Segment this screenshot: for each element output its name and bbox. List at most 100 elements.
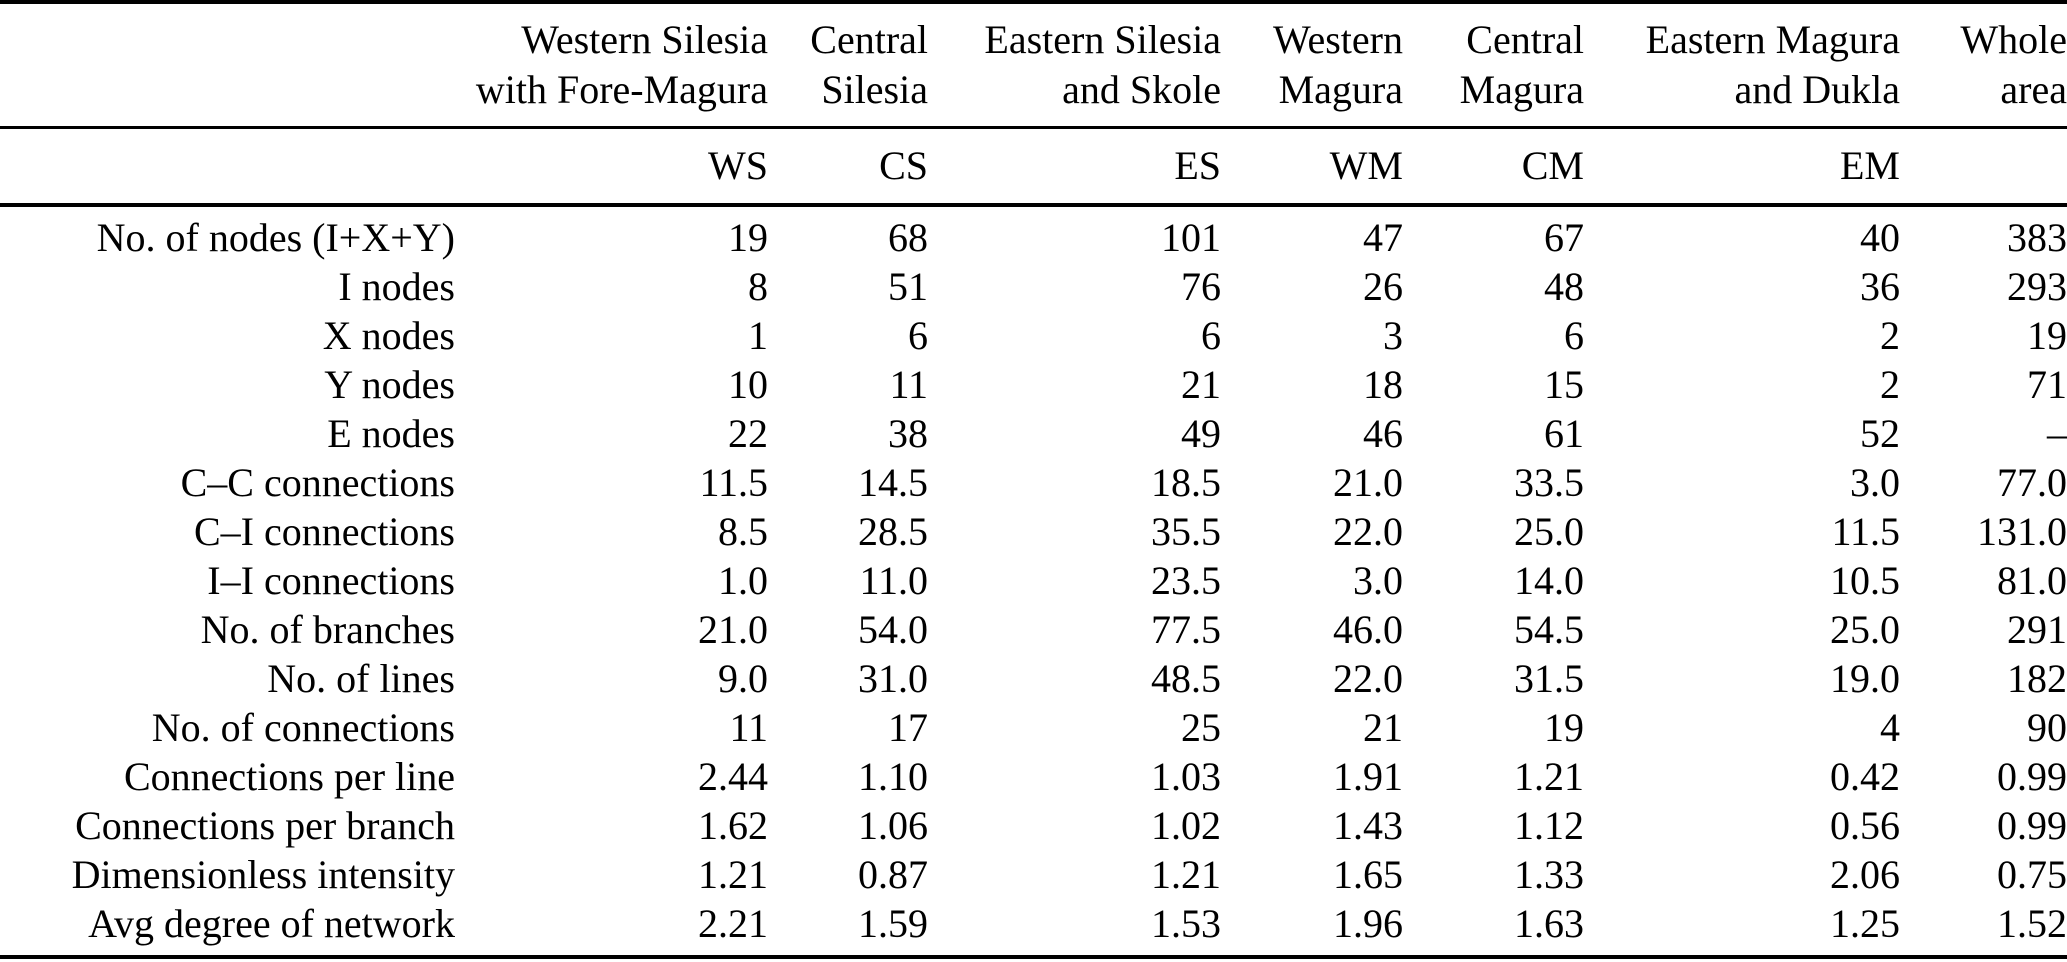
cell-value: 48: [1544, 264, 1584, 309]
row-label: No. of nodes (I+X+Y): [96, 215, 455, 260]
cell-value: 0.87: [858, 852, 928, 897]
table-header: Western Silesia with Fore-Magura Central…: [0, 2, 2067, 207]
cell-value: 1.65: [1333, 852, 1403, 897]
cell-value: 1.10: [858, 754, 928, 799]
cell-value: 14.0: [1514, 558, 1584, 603]
cell-value: 33.5: [1514, 460, 1584, 505]
column-header: Eastern Silesia and Skole: [928, 2, 1221, 129]
cell-value: 3.0: [1353, 558, 1403, 603]
cell-value: 10: [728, 362, 768, 407]
cell-value: 1.91: [1333, 754, 1403, 799]
cell-value: 19.0: [1830, 656, 1900, 701]
cell-value: 4: [1880, 705, 1900, 750]
table-row: Dimensionless intensity 1.21 0.87 1.21 1.65 1…: [0, 850, 2067, 899]
column-header: Western Magura: [1221, 2, 1403, 129]
cell-value: 101: [1161, 215, 1221, 260]
cell-value: 54.5: [1514, 607, 1584, 652]
table-row: Avg degree of network 2.21 1.59 1.53 1.96 1.6…: [0, 899, 2067, 957]
cell-value: 52: [1860, 411, 1900, 456]
row-label: Connections per branch: [75, 803, 455, 848]
table-row: E nodes 22 38 49 46 61 52 –: [0, 409, 2067, 458]
column-abbr: WM: [1221, 127, 1403, 207]
cell-value: 1.0: [718, 558, 768, 603]
column-header: Whole area: [1900, 2, 2067, 129]
cell-value: 11.5: [699, 460, 768, 505]
row-label: No. of connections: [151, 705, 455, 750]
cell-value: 21: [1181, 362, 1221, 407]
cell-value: 1.33: [1514, 852, 1584, 897]
table-row: Connections per line 2.44 1.10 1.03 1.91 1.21…: [0, 752, 2067, 801]
cell-value: 18: [1363, 362, 1403, 407]
table-row: No. of lines 9.0 31.0 48.5 22.0 31.5 19.0 182: [0, 654, 2067, 703]
cell-value: 8.5: [718, 509, 768, 554]
abbreviation-header-row: WS CS ES WM CM EM: [0, 127, 2067, 207]
cell-value: 6: [1201, 313, 1221, 358]
cell-value: 1.21: [698, 852, 768, 897]
row-label: I nodes: [338, 264, 455, 309]
cell-value: 35.5: [1151, 509, 1221, 554]
table-row: Y nodes 10 11 21 18 15 2 71: [0, 360, 2067, 409]
cell-value: 1.52: [1997, 901, 2067, 946]
cell-value: 2.44: [698, 754, 768, 799]
cell-value: 19: [2027, 313, 2067, 358]
row-label: C–C connections: [180, 460, 455, 505]
cell-value: 2.21: [698, 901, 768, 946]
corner-cell: [0, 127, 455, 207]
cell-value: 46.0: [1333, 607, 1403, 652]
table-row: I nodes 8 51 76 26 48 36 293: [0, 262, 2067, 311]
cell-value: 21.0: [698, 607, 768, 652]
cell-value: 11: [729, 705, 768, 750]
cell-value: 1.59: [858, 901, 928, 946]
cell-value: 15: [1544, 362, 1584, 407]
column-header: Eastern Magura and Dukla: [1584, 2, 1900, 129]
table-row: C–I connections 8.5 28.5 35.5 22.0 25.0 11.5 13…: [0, 507, 2067, 556]
cell-value: 11.0: [859, 558, 928, 603]
cell-value: 131.0: [1977, 509, 2067, 554]
cell-value: 61: [1544, 411, 1584, 456]
cell-value: 2.06: [1830, 852, 1900, 897]
column-abbr: EM: [1584, 127, 1900, 207]
region-header-row: Western Silesia with Fore-Magura Central…: [0, 2, 2067, 129]
row-label: I–I connections: [207, 558, 455, 603]
cell-value: 1.96: [1333, 901, 1403, 946]
cell-value: 1.53: [1151, 901, 1221, 946]
cell-value: 3.0: [1850, 460, 1900, 505]
row-label: X nodes: [322, 313, 455, 358]
cell-value: 9.0: [718, 656, 768, 701]
cell-value: 2: [1880, 362, 1900, 407]
cell-value: 26: [1363, 264, 1403, 309]
cell-value: 22: [728, 411, 768, 456]
cell-value: 23.5: [1151, 558, 1221, 603]
cell-value: 291: [2007, 607, 2067, 652]
cell-value: 1.21: [1514, 754, 1584, 799]
row-label: C–I connections: [193, 509, 455, 554]
row-label: E nodes: [327, 411, 455, 456]
row-label: No. of branches: [200, 607, 455, 652]
cell-value: 77.0: [1997, 460, 2067, 505]
cell-value: 19: [728, 215, 768, 260]
cell-value: 22.0: [1333, 656, 1403, 701]
cell-value: 19: [1544, 705, 1584, 750]
table-row: No. of connections 11 17 25 21 19 4 90: [0, 703, 2067, 752]
table-row: C–C connections 11.5 14.5 18.5 21.0 33.5 3.0 77…: [0, 458, 2067, 507]
cell-value: 1.25: [1830, 901, 1900, 946]
cell-value: 46: [1363, 411, 1403, 456]
cell-value: 40: [1860, 215, 1900, 260]
cell-value: 71: [2027, 362, 2067, 407]
cell-value: 1.02: [1151, 803, 1221, 848]
table-row: X nodes 1 6 6 3 6 2 19: [0, 311, 2067, 360]
cell-value: 81.0: [1997, 558, 2067, 603]
cell-value: 49: [1181, 411, 1221, 456]
cell-value: 77.5: [1151, 607, 1221, 652]
cell-value: 25.0: [1514, 509, 1584, 554]
column-header: Central Magura: [1403, 2, 1584, 129]
cell-value: 38: [888, 411, 928, 456]
cell-value: 47: [1363, 215, 1403, 260]
row-label: Dimensionless intensity: [71, 852, 455, 897]
table-row: No. of branches 21.0 54.0 77.5 46.0 54.5 25.0 2…: [0, 605, 2067, 654]
cell-value: 11.5: [1831, 509, 1900, 554]
cell-value: 6: [1564, 313, 1584, 358]
table-row: Connections per branch 1.62 1.06 1.02 1.43 1.…: [0, 801, 2067, 850]
row-label: Y nodes: [324, 362, 455, 407]
